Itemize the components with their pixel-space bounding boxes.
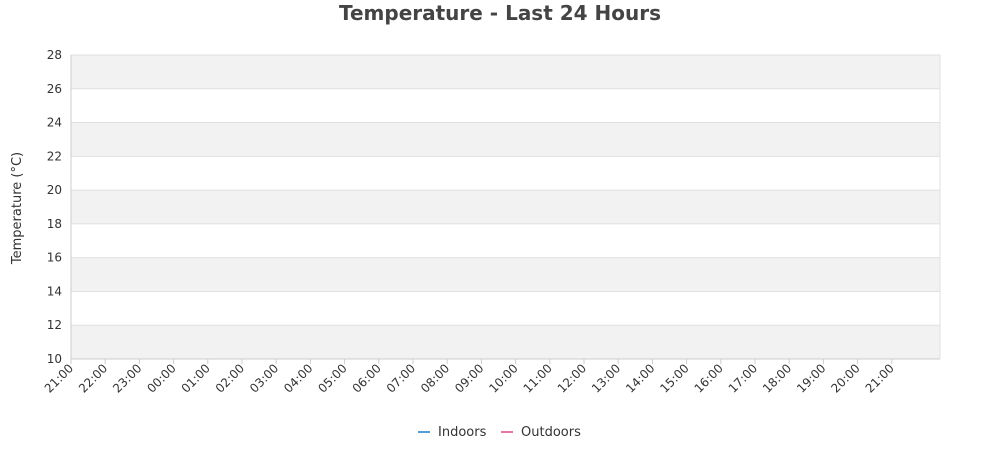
x-tick-label: 22:00 [76, 361, 110, 395]
y-tick-label: 28 [47, 48, 62, 62]
grid-lines [70, 54, 941, 360]
grid-band [71, 257, 940, 292]
x-tick-label: 09:00 [452, 361, 486, 395]
x-tick-label: 04:00 [281, 361, 315, 395]
y-tick-label: 14 [47, 284, 62, 298]
grid-band [71, 190, 940, 224]
x-tick-label: 06:00 [350, 361, 384, 395]
x-tick-label: 02:00 [213, 361, 247, 395]
x-tick-label: 19:00 [794, 361, 828, 395]
x-tick-label: 07:00 [384, 361, 418, 395]
y-tick-label: 24 [47, 116, 62, 130]
x-tick-label: 13:00 [589, 361, 623, 395]
x-tick-label: 08:00 [418, 361, 452, 395]
x-tick-label: 17:00 [726, 361, 760, 395]
legend-label: Outdoors [521, 425, 581, 440]
y-tick-label: 20 [47, 183, 62, 197]
y-tick-label: 10 [47, 352, 62, 366]
x-tick-label: 23:00 [110, 361, 144, 395]
grid-band [71, 88, 940, 123]
x-tick-label: 11:00 [521, 361, 555, 395]
y-axis-label: Temperature (°C) [10, 152, 25, 265]
y-tick-label: 22 [47, 149, 62, 163]
y-axis-ticks: 10 12 14 16 18 20 22 24 26 28 [47, 48, 62, 366]
grid-bands [71, 55, 940, 359]
x-tick-label: 10:00 [486, 361, 520, 395]
legend-item-indoors[interactable]: Indoors [418, 425, 487, 440]
x-tick-label: 14:00 [623, 361, 657, 395]
x-tick-label: 15:00 [657, 361, 691, 395]
grid-band [71, 55, 940, 89]
grid-band [71, 122, 940, 157]
x-tick-label: 16:00 [692, 361, 726, 395]
x-tick-label: 01:00 [179, 361, 213, 395]
y-tick-label: 26 [47, 82, 62, 96]
legend-label: Indoors [438, 425, 487, 440]
y-tick-label: 16 [47, 251, 62, 265]
grid-band [71, 325, 940, 359]
x-tick-label: 05:00 [315, 361, 349, 395]
legend-item-outdoors[interactable]: Outdoors [501, 425, 581, 440]
grid-band [71, 156, 940, 191]
x-tick-label: 12:00 [555, 361, 589, 395]
x-tick-label: 18:00 [760, 361, 794, 395]
x-axis-ticks: 21:00 22:00 23:00 00:00 01:00 02:00 03:00 04:00… [42, 359, 897, 396]
x-tick-label: 03:00 [247, 361, 281, 395]
x-tick-label: 21:00 [42, 361, 76, 395]
legend[interactable]: Indoors Outdoors [418, 425, 581, 440]
x-tick-label: 21:00 [863, 361, 897, 395]
grid-band [71, 291, 940, 326]
y-tick-label: 12 [47, 318, 62, 332]
x-tick-label: 20:00 [828, 361, 862, 395]
chart-title: Temperature - Last 24 Hours [339, 1, 661, 25]
y-tick-label: 18 [47, 217, 62, 231]
x-tick-label: 00:00 [144, 361, 178, 395]
grid-band [71, 223, 940, 258]
